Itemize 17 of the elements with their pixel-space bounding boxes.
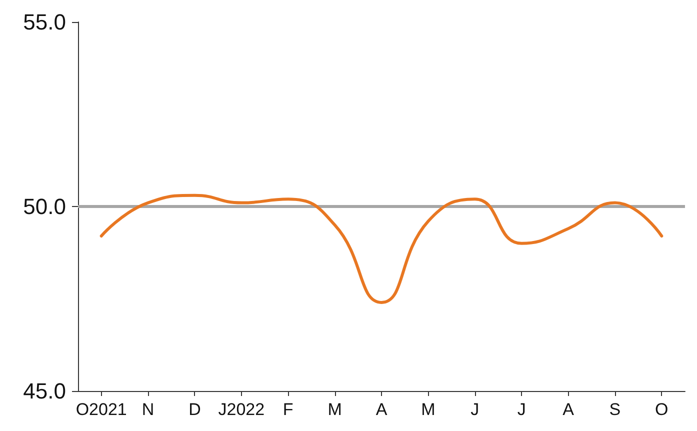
x-tick-label: N	[142, 400, 154, 419]
x-tick-label: A	[376, 400, 388, 419]
x-tick-label: M	[421, 400, 436, 419]
x-tick-label: M	[328, 400, 342, 419]
x-tick-label: J	[517, 400, 526, 419]
y-tick-label: 45.0	[23, 378, 66, 404]
x-tick-label: A	[562, 400, 575, 419]
x-tick-label: D	[188, 400, 201, 419]
y-tick-label: 50.0	[23, 194, 66, 219]
x-tick-label: J	[470, 400, 480, 419]
x-tick-label: S	[609, 400, 621, 419]
x-tick-label: O2021	[76, 400, 127, 419]
y-tick-label: 55.0	[23, 10, 66, 34]
x-tick-label: J2022	[218, 400, 265, 419]
x-tick-label: O	[655, 400, 668, 419]
x-tick-label: F	[282, 400, 294, 419]
line-series	[100, 194, 664, 304]
